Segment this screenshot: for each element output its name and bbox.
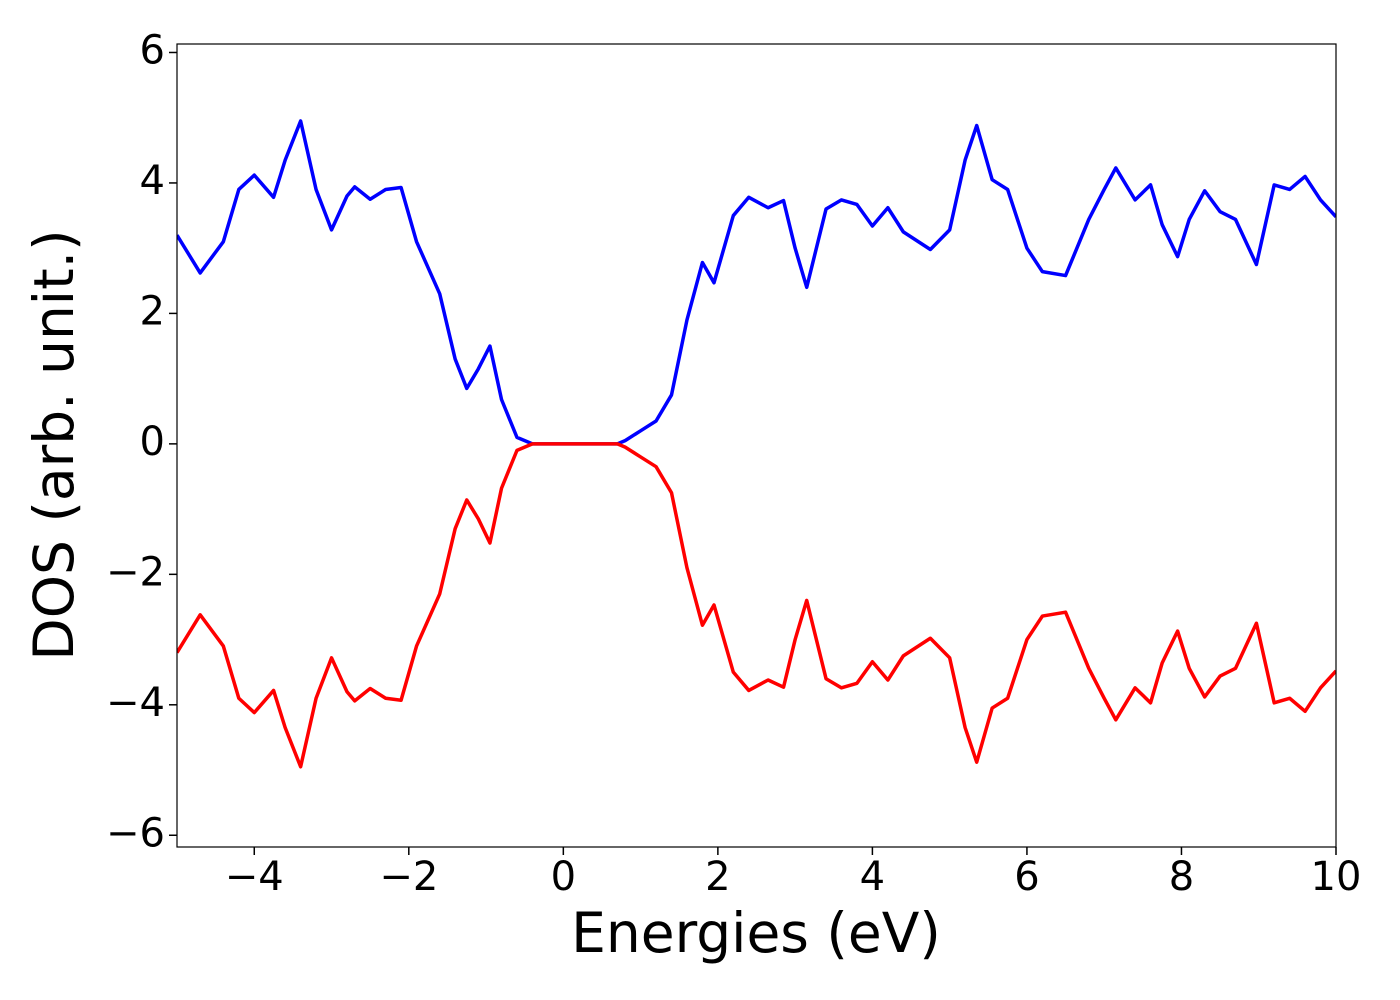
x-tick-label: 8 bbox=[1169, 854, 1194, 900]
plot-frame bbox=[176, 43, 1337, 848]
x-tick-label: −2 bbox=[379, 854, 438, 900]
y-tick-label: 2 bbox=[140, 288, 165, 334]
x-tick-label: 6 bbox=[1014, 854, 1039, 900]
y-tick-label: 6 bbox=[140, 27, 165, 73]
x-tick-label: −4 bbox=[225, 854, 284, 900]
y-tick-label: 0 bbox=[140, 419, 165, 465]
dos-line bbox=[177, 119, 1336, 446]
x-axis-label: Energies (eV) bbox=[571, 901, 941, 965]
y-tick-label: −2 bbox=[106, 549, 165, 595]
x-tick-label: 2 bbox=[705, 854, 730, 900]
y-axis-label: DOS (arb. unit.) bbox=[22, 229, 86, 660]
y-tick-label: −4 bbox=[106, 680, 165, 726]
x-tick-label: 4 bbox=[860, 854, 885, 900]
x-tick-label: 10 bbox=[1311, 854, 1362, 900]
x-tick-label: 0 bbox=[551, 854, 576, 900]
y-tick-label: −6 bbox=[106, 810, 165, 856]
y-tick-label: 4 bbox=[140, 158, 165, 204]
dos-line bbox=[177, 442, 1336, 769]
